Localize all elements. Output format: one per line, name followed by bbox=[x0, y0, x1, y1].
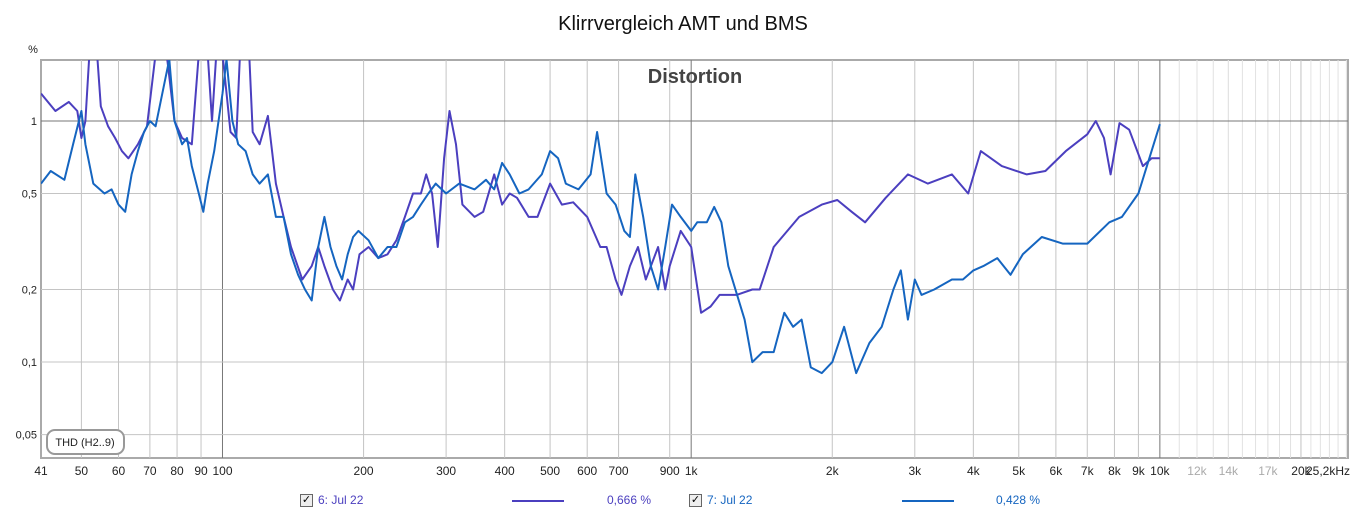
x-tick-label: 70 bbox=[143, 464, 157, 478]
y-tick-label: 0,2 bbox=[22, 284, 37, 296]
x-tick-label: 90 bbox=[194, 464, 208, 478]
y-tick-label: 1 bbox=[31, 116, 37, 128]
x-tick-label: 17k bbox=[1258, 464, 1278, 478]
x-tick-label: 8k bbox=[1108, 464, 1122, 478]
legend-value-series-7: 0,428 % bbox=[996, 493, 1041, 507]
plot-area bbox=[40, 59, 1349, 459]
x-tick-label: 4k bbox=[967, 464, 981, 478]
checkbox-series-7[interactable]: ✓ bbox=[689, 493, 702, 507]
x-tick-label: 7k bbox=[1081, 464, 1095, 478]
legend-line-series-7 bbox=[902, 500, 954, 502]
x-tick-label: 25,2kHz bbox=[1306, 464, 1350, 478]
x-tick-label: 9k bbox=[1132, 464, 1146, 478]
x-tick-label: 60 bbox=[112, 464, 126, 478]
x-tick-label: 200 bbox=[354, 464, 374, 478]
legend-label: 7: Jul 22 bbox=[707, 493, 753, 507]
x-tick-label: 300 bbox=[436, 464, 456, 478]
legend-value-series-6: 0,666 % bbox=[607, 493, 652, 507]
series-line-7 bbox=[41, 60, 1161, 375]
x-tick-label: 5k bbox=[1012, 464, 1026, 478]
legend-label: 6: Jul 22 bbox=[318, 493, 364, 507]
x-tick-label: 41 bbox=[34, 464, 48, 478]
x-tick-label: 14k bbox=[1219, 464, 1239, 478]
x-tick-label: 6k bbox=[1050, 464, 1064, 478]
x-tick-label: 2k bbox=[826, 464, 840, 478]
y-tick-label: 0,1 bbox=[22, 357, 37, 369]
legend-item-series-7[interactable]: ✓ 7: Jul 22 bbox=[689, 493, 752, 507]
chart-subtitle: Distortion bbox=[648, 66, 742, 88]
x-tick-label: 50 bbox=[75, 464, 89, 478]
x-tick-label: 900 bbox=[660, 464, 680, 478]
x-tick-label: 3k bbox=[908, 464, 922, 478]
thd-annotation-box bbox=[46, 429, 125, 455]
y-tick-label: 0,05 bbox=[16, 430, 37, 442]
x-tick-label: 12k bbox=[1187, 464, 1207, 478]
x-tick-label: 10k bbox=[1150, 464, 1170, 478]
x-tick-label: 700 bbox=[609, 464, 629, 478]
x-tick-label: 500 bbox=[540, 464, 560, 478]
thd-annotation: THD (H2..9) bbox=[55, 437, 114, 449]
x-tick-label: 20k bbox=[1291, 464, 1311, 478]
y-axis-unit: % bbox=[28, 44, 38, 56]
legend-item-series-6[interactable]: ✓ 6: Jul 22 bbox=[300, 493, 363, 507]
x-tick-label: 600 bbox=[577, 464, 597, 478]
x-tick-label: 80 bbox=[170, 464, 184, 478]
chart-title: Klirrvergleich AMT und BMS bbox=[558, 13, 808, 35]
legend-line-series-6 bbox=[512, 500, 564, 502]
x-tick-label: 1k bbox=[685, 464, 699, 478]
checkbox-series-6[interactable]: ✓ bbox=[300, 493, 313, 507]
x-tick-label: 400 bbox=[495, 464, 515, 478]
y-tick-label: 0,5 bbox=[22, 189, 37, 201]
x-tick-label: 100 bbox=[212, 464, 232, 478]
